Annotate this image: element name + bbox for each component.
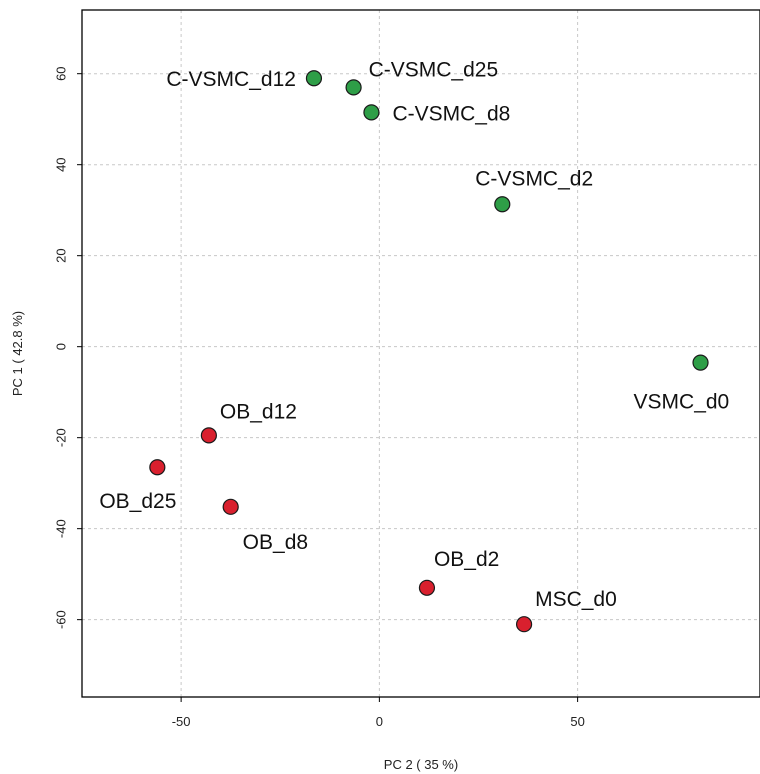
data-point [692,354,709,371]
data-point [418,579,436,596]
point-label: C-VSMC_d25 [369,58,499,81]
data-point [345,79,362,96]
y-tick-label: 60 [53,66,68,80]
point-label: C-VSMC_d12 [166,68,296,91]
data-point [200,427,217,444]
y-tick-label: 40 [53,157,68,171]
point-label: C-VSMC_d8 [392,102,510,125]
point-label: C-VSMC_d2 [475,167,593,190]
x-axis-title: PC 2 ( 35 %) [384,757,458,772]
x-tick-label: 50 [570,714,584,729]
y-tick-label: -60 [53,610,68,629]
point-label: VSMC_d0 [634,391,730,414]
grid-layer [82,10,760,697]
x-tick-label: 0 [376,714,383,729]
y-tick-label: -40 [53,519,68,538]
label-layer: C-VSMC_d12 C-VSMC_d25 C-VSMC_d8 C-VSMC_d2 VS… [99,58,729,611]
data-point [363,104,380,121]
point-label: OB_d2 [434,548,499,571]
data-point [305,70,323,87]
point-label: OB_d25 [99,490,176,513]
data-point [149,459,166,476]
point-label: OB_d8 [243,531,308,554]
y-tick-label: -20 [53,428,68,447]
y-tick-label: 20 [53,248,68,262]
point-label: OB_d12 [220,400,297,423]
y-axis-title: PC 1 ( 42.8 %) [10,311,25,396]
data-point [494,196,511,213]
y-tick-label: 0 [53,343,68,350]
data-point [515,616,533,633]
tick-layer: -50 0 50 -60 -40 -20 0 20 40 60 [53,66,584,729]
plot-frame [81,9,760,698]
data-point [222,498,239,515]
x-tick-label: -50 [172,714,191,729]
point-layer [149,70,709,633]
point-label: MSC_d0 [535,588,617,611]
